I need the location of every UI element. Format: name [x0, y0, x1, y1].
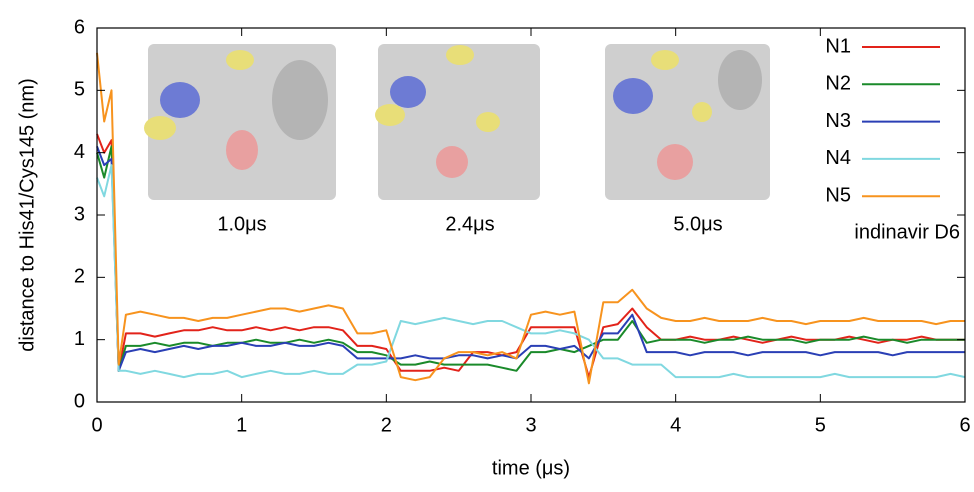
annotation: 1.0μs: [217, 213, 266, 235]
x-tick-label: 2: [381, 414, 392, 436]
y-tick-label: 6: [74, 16, 85, 38]
x-tick-label: 0: [91, 414, 102, 436]
legend-title: indinavir D6: [854, 221, 960, 243]
annotation: 2.4μs: [445, 213, 494, 235]
x-tick-label: 5: [815, 414, 826, 436]
y-tick-label: 5: [74, 79, 85, 101]
legend-label: N3: [825, 110, 851, 132]
legend-label: N2: [825, 73, 851, 95]
insets: [144, 44, 770, 200]
legend-label: N5: [825, 184, 851, 206]
inset-image: [144, 44, 336, 200]
series-line: [96, 145, 965, 372]
y-tick-label: 2: [74, 266, 85, 288]
y-axis-label: distance to His41/Cys145 (nm): [16, 78, 38, 351]
x-tick-label: 3: [525, 414, 536, 436]
legend-label: N4: [825, 147, 851, 169]
y-tick-label: 3: [74, 203, 85, 225]
y-tick-label: 1: [74, 328, 85, 350]
x-tick-label: 6: [959, 414, 970, 436]
y-tick-label: 0: [74, 390, 85, 412]
series-line: [96, 133, 965, 379]
series-line: [96, 164, 966, 379]
inset-image: [605, 44, 770, 200]
inset-image: [375, 44, 540, 200]
x-axis-label: time (μs): [492, 457, 570, 479]
series-line: [96, 52, 965, 385]
annotation: 5.0μs: [673, 213, 722, 235]
y-tick-label: 4: [74, 141, 85, 163]
x-tick-label: 1: [236, 414, 247, 436]
x-tick-label: 4: [670, 414, 681, 436]
legend-label: N1: [825, 35, 851, 57]
